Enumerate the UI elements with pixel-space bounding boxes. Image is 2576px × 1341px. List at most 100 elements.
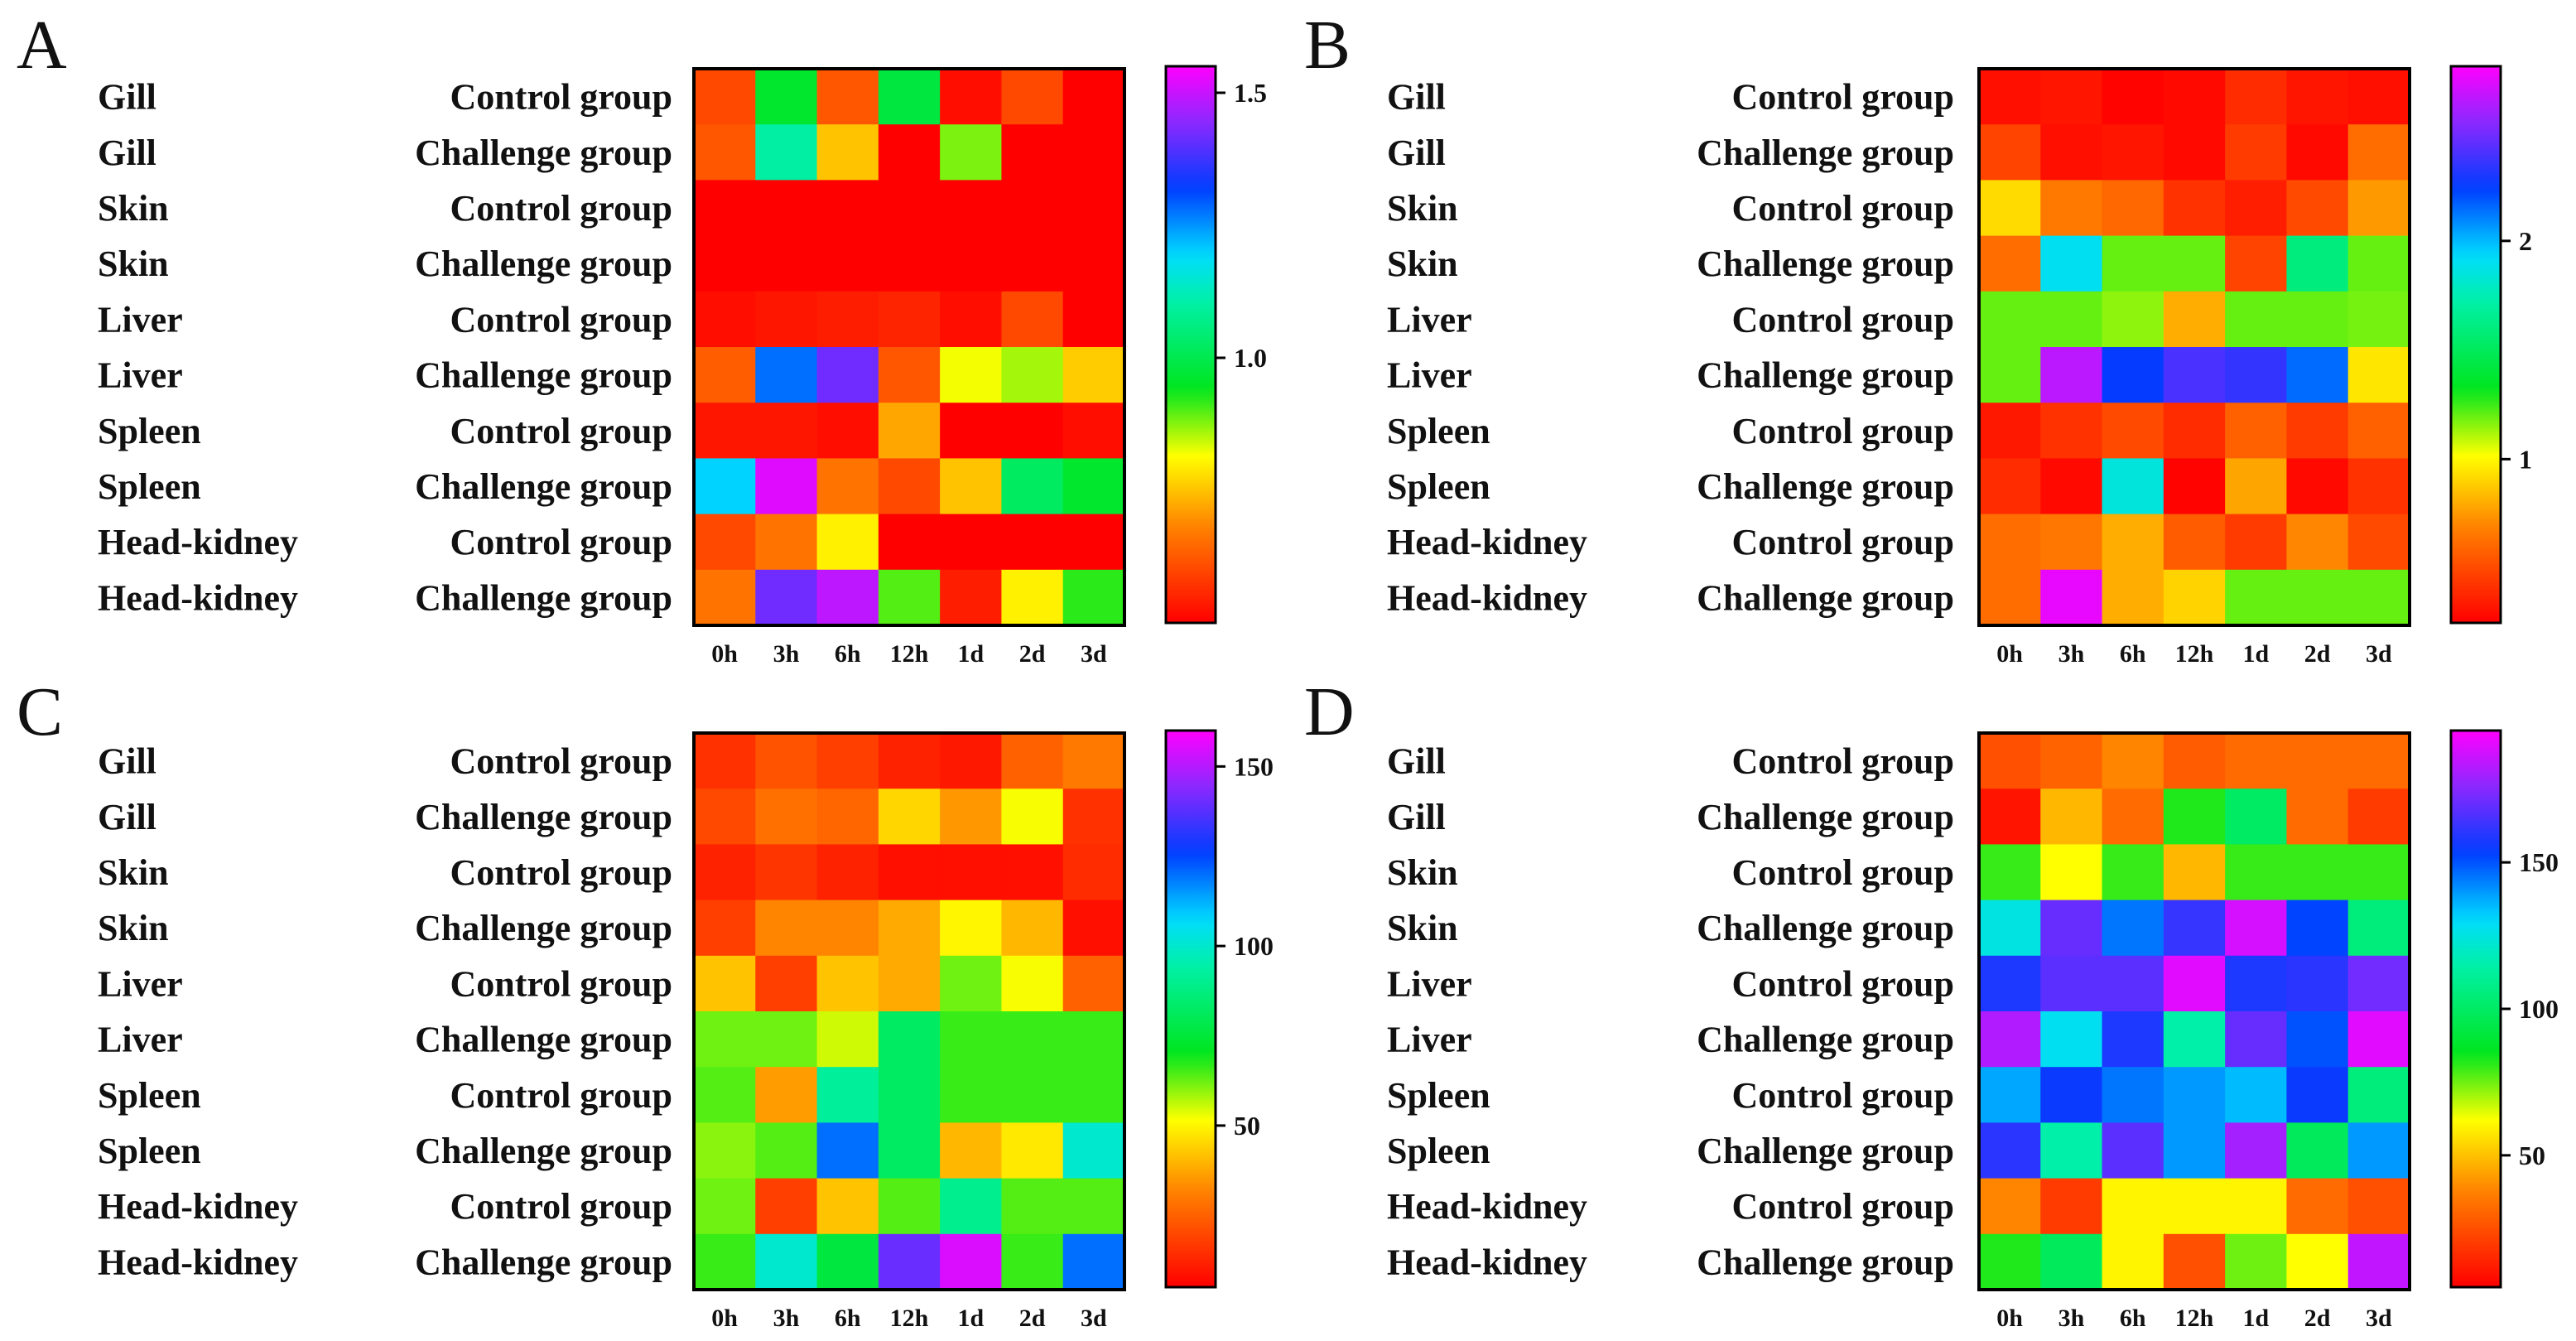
heatmap-cell-d-r9-c0 [1979,1233,2041,1290]
colorbar-tick-label-d-1: 100 [2519,994,2559,1024]
column-label-c-1: 3h [773,1305,800,1332]
heatmap-cell-b-r3-c0 [1979,235,2041,292]
heatmap-cell-d-r9-c1 [2040,1233,2103,1290]
row-tissue-label-b-8: Head-kidney [1387,522,1587,562]
heatmap-cell-b-r1-c2 [2102,124,2164,181]
row-tissue-label-d-2: Skin [1387,852,1458,893]
heatmap-cell-a-r2-c1 [755,180,818,237]
row-group-label-a-5: Challenge group [415,355,672,396]
heatmap-cell-c-r1-c1 [755,789,818,845]
heatmap-cell-c-r1-c4 [940,789,1003,845]
heatmap-cell-d-r7-c3 [2163,1122,2226,1179]
heatmap-cell-a-r2-c0 [694,180,756,237]
heatmap-cell-d-r7-c2 [2102,1122,2164,1179]
heatmap-cell-a-r7-c5 [1001,458,1064,515]
colorbar-tick-label-b-1: 2 [2519,226,2532,256]
heatmap-cell-b-r5-c4 [2225,347,2288,403]
heatmap-cell-b-r8-c5 [2286,514,2349,571]
heatmap-cell-b-r3-c3 [2163,235,2226,292]
heatmap-cell-d-r5-c4 [2225,1011,2288,1068]
heatmap-cell-b-r6-c1 [2040,403,2103,459]
heatmap-cell-c-r1-c0 [694,789,756,845]
heatmap-cell-a-r2-c3 [878,180,941,237]
heatmap-cell-d-r6-c1 [2040,1067,2103,1123]
heatmap-cell-c-r2-c0 [694,844,756,901]
heatmap-cell-b-r8-c6 [2347,514,2410,571]
heatmap-cell-b-r9-c6 [2347,569,2410,626]
heatmap-cell-b-r5-c1 [2040,347,2103,403]
heatmap-cell-d-r4-c4 [2225,955,2288,1012]
heatmap-border-c [692,731,1126,1291]
heatmap-cell-a-r3-c3 [878,235,941,292]
row-group-label-d-1: Challenge group [1697,797,1954,837]
row-group-label-c-7: Challenge group [415,1131,672,1171]
column-label-a-0: 0h [711,640,738,668]
heatmap-cell-d-r5-c0 [1979,1011,2041,1068]
row-group-label-c-4: Control group [450,963,672,1004]
heatmap-cell-c-r4-c6 [1062,955,1125,1012]
heatmap-cell-d-r2-c3 [2163,844,2226,901]
heatmap-cell-a-r1-c5 [1001,124,1064,181]
row-tissue-label-d-6: Spleen [1387,1075,1490,1116]
row-group-label-a-1: Challenge group [415,133,672,173]
row-tissue-label-b-6: Spleen [1387,411,1490,451]
heatmap-cell-d-r7-c1 [2040,1122,2103,1179]
heatmap-cell-a-r6-c6 [1062,403,1125,459]
heatmap-cell-a-r4-c0 [694,291,756,348]
heatmap-cell-c-r8-c1 [755,1178,818,1235]
row-tissue-label-a-3: Skin [98,244,169,284]
heatmap-cell-d-r6-c6 [2347,1067,2410,1123]
heatmap-cell-a-r2-c2 [816,180,879,237]
heatmap-cell-c-r1-c2 [816,789,879,845]
row-tissue-label-c-8: Head-kidney [98,1186,298,1227]
heatmap-cell-d-r2-c0 [1979,844,2041,901]
heatmap-cell-c-r7-c0 [694,1122,756,1179]
heatmap-cell-b-r0-c0 [1979,69,2041,125]
column-label-b-3: 12h [2175,640,2214,668]
heatmap-cell-b-r0-c1 [2040,69,2103,125]
row-group-label-b-3: Challenge group [1697,244,1954,284]
row-tissue-label-d-3: Skin [1387,908,1458,948]
heatmap-cell-b-r1-c1 [2040,124,2103,181]
heatmap-cell-c-r2-c4 [940,844,1003,901]
row-group-label-c-3: Challenge group [415,908,672,948]
heatmap-cell-b-r7-c5 [2286,458,2349,515]
heatmap-cell-b-r2-c2 [2102,180,2164,237]
row-group-label-d-4: Control group [1731,963,1954,1004]
heatmap-cell-d-r3-c6 [2347,900,2410,957]
colorbar-tick-label-c-0: 50 [1234,1111,1260,1141]
column-label-c-4: 1d [957,1305,984,1332]
row-group-label-c-9: Challenge group [415,1242,672,1282]
heatmap-cell-b-r9-c3 [2163,569,2226,626]
heatmap-cell-c-r1-c5 [1001,789,1064,845]
heatmap-cell-c-r0-c4 [940,733,1003,789]
colorbar-c [1164,729,1217,1289]
heatmap-cell-c-r5-c0 [694,1011,756,1068]
heatmap-cell-a-r7-c1 [755,458,818,515]
row-group-label-b-1: Challenge group [1697,133,1954,173]
row-group-label-c-0: Control group [450,741,672,782]
heatmap-cell-d-r2-c5 [2286,844,2349,901]
heatmap-cell-a-r8-c0 [694,514,756,571]
heatmap-cell-c-r2-c5 [1001,844,1064,901]
heatmap-cell-c-r1-c6 [1062,789,1125,845]
heatmap-cell-c-r5-c5 [1001,1011,1064,1068]
heatmap-cell-d-r8-c0 [1979,1178,2041,1235]
heatmap-cell-a-r8-c2 [816,514,879,571]
row-tissue-label-d-8: Head-kidney [1387,1186,1587,1227]
row-group-label-d-6: Control group [1731,1075,1954,1116]
column-label-a-3: 12h [890,640,929,668]
heatmap-cell-b-r8-c2 [2102,514,2164,571]
heatmap-cell-d-r8-c4 [2225,1178,2288,1235]
row-group-label-a-0: Control group [450,77,672,118]
heatmap-cell-b-r2-c0 [1979,180,2041,237]
heatmap-cell-b-r5-c3 [2163,347,2226,403]
row-tissue-label-b-4: Liver [1387,299,1472,340]
heatmap-cell-c-r6-c2 [816,1067,879,1123]
heatmap-cell-d-r8-c2 [2102,1178,2164,1235]
panel-label-b: B [1304,7,1351,84]
heatmap-cell-c-r2-c3 [878,844,941,901]
row-group-label-b-0: Control group [1731,77,1954,118]
heatmap-cell-d-r1-c3 [2163,789,2226,845]
colorbar-tick-label-b-0: 1 [2519,444,2532,474]
